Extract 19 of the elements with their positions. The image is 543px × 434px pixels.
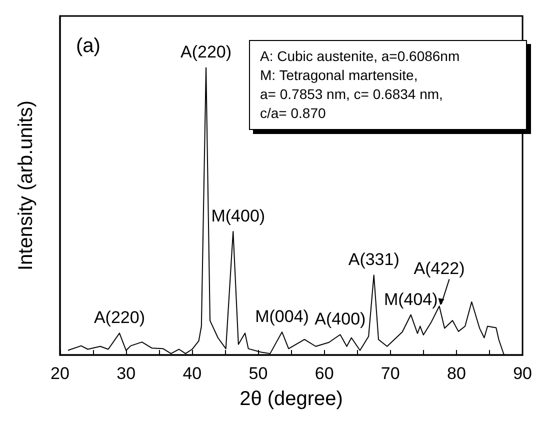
x-tick-label: 30 [116, 364, 136, 383]
y-axis-title: Intensity (arb.units) [15, 100, 37, 271]
x-tick-label: 40 [182, 364, 202, 383]
annotation: M(400) [211, 206, 266, 226]
x-tick-label: 90 [513, 364, 532, 383]
annotation: A(220) [180, 42, 232, 62]
x-tick-label: 20 [50, 364, 70, 383]
annotation: M(004) [255, 307, 309, 326]
annotation: A(220) [94, 308, 145, 328]
annotation: A(331) [348, 250, 400, 270]
x-tick-label: 50 [248, 364, 268, 383]
text: (a) [76, 35, 100, 57]
annotation: M(404) [384, 290, 438, 309]
annotation: A(422) [414, 259, 465, 278]
x-tick-label: 60 [314, 364, 334, 383]
x-tick-label: 80 [447, 364, 466, 383]
x-tick-label: 70 [380, 364, 400, 383]
x-axis-title: 2θ (degree) [240, 388, 343, 410]
annotation: A(400) [314, 310, 366, 329]
